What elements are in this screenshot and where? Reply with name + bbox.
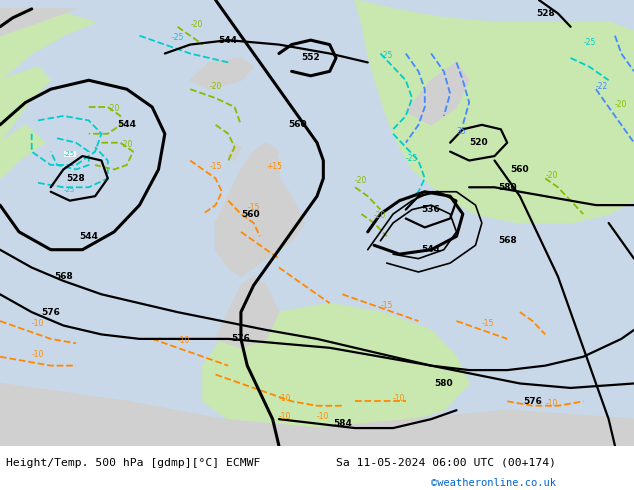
Text: -10: -10 bbox=[32, 318, 44, 327]
Text: -15: -15 bbox=[209, 163, 222, 172]
Text: -25: -25 bbox=[171, 33, 184, 42]
Text: -10: -10 bbox=[178, 336, 190, 345]
Text: 544: 544 bbox=[219, 36, 238, 45]
Polygon shape bbox=[355, 0, 634, 223]
Text: -10: -10 bbox=[545, 399, 558, 408]
Text: -15: -15 bbox=[247, 202, 260, 212]
Text: -20: -20 bbox=[108, 104, 120, 114]
Text: 568: 568 bbox=[54, 272, 73, 281]
Text: 580: 580 bbox=[498, 183, 517, 192]
Text: -10: -10 bbox=[317, 412, 330, 421]
Text: 560: 560 bbox=[510, 165, 529, 174]
Text: -20: -20 bbox=[355, 176, 368, 185]
Text: 520: 520 bbox=[469, 138, 488, 147]
Polygon shape bbox=[190, 58, 254, 89]
Text: 568: 568 bbox=[498, 236, 517, 245]
Text: -25: -25 bbox=[64, 151, 75, 157]
Polygon shape bbox=[0, 125, 44, 178]
Text: -10: -10 bbox=[279, 394, 292, 403]
Text: 544: 544 bbox=[117, 121, 136, 129]
Text: -20: -20 bbox=[190, 20, 203, 29]
Polygon shape bbox=[216, 143, 304, 276]
Text: Sa 11-05-2024 06:00 UTC (00+174): Sa 11-05-2024 06:00 UTC (00+174) bbox=[336, 458, 556, 467]
Polygon shape bbox=[0, 9, 95, 80]
Text: -25: -25 bbox=[406, 153, 418, 163]
Text: -22: -22 bbox=[596, 82, 608, 91]
Text: 536: 536 bbox=[422, 205, 441, 214]
Text: 580: 580 bbox=[434, 379, 453, 388]
Polygon shape bbox=[0, 384, 634, 446]
Text: +15: +15 bbox=[266, 163, 282, 172]
Text: ©weatheronline.co.uk: ©weatheronline.co.uk bbox=[431, 478, 556, 489]
Polygon shape bbox=[228, 143, 241, 161]
Text: -25: -25 bbox=[583, 38, 596, 47]
Text: 544: 544 bbox=[79, 232, 98, 241]
Text: -25: -25 bbox=[380, 51, 393, 60]
Text: 576: 576 bbox=[523, 397, 542, 406]
Text: 528: 528 bbox=[67, 174, 86, 183]
Text: 552: 552 bbox=[301, 53, 320, 62]
Polygon shape bbox=[241, 143, 279, 178]
Text: 584: 584 bbox=[333, 419, 352, 428]
Polygon shape bbox=[406, 62, 469, 125]
Text: -20: -20 bbox=[374, 212, 387, 220]
Text: -25: -25 bbox=[64, 187, 75, 193]
Text: 544: 544 bbox=[422, 245, 441, 254]
Text: -20: -20 bbox=[615, 100, 628, 109]
Text: -20: -20 bbox=[209, 82, 222, 91]
Text: 35: 35 bbox=[456, 127, 466, 136]
Text: -10: -10 bbox=[393, 394, 406, 403]
Polygon shape bbox=[216, 276, 279, 348]
Text: 576: 576 bbox=[231, 334, 250, 343]
Text: 528: 528 bbox=[536, 9, 555, 18]
Text: Height/Temp. 500 hPa [gdmp][°C] ECMWF: Height/Temp. 500 hPa [gdmp][°C] ECMWF bbox=[6, 458, 261, 467]
Text: -20: -20 bbox=[120, 140, 133, 149]
Text: -20: -20 bbox=[545, 172, 558, 180]
Text: -15: -15 bbox=[482, 318, 495, 327]
Text: 560: 560 bbox=[241, 210, 260, 219]
Text: -15: -15 bbox=[380, 301, 393, 310]
Text: -10: -10 bbox=[279, 412, 292, 421]
Polygon shape bbox=[0, 9, 76, 36]
Polygon shape bbox=[203, 303, 469, 437]
Text: 576: 576 bbox=[41, 308, 60, 317]
Text: -10: -10 bbox=[32, 350, 44, 359]
Text: 560: 560 bbox=[288, 121, 307, 129]
Polygon shape bbox=[0, 67, 51, 143]
